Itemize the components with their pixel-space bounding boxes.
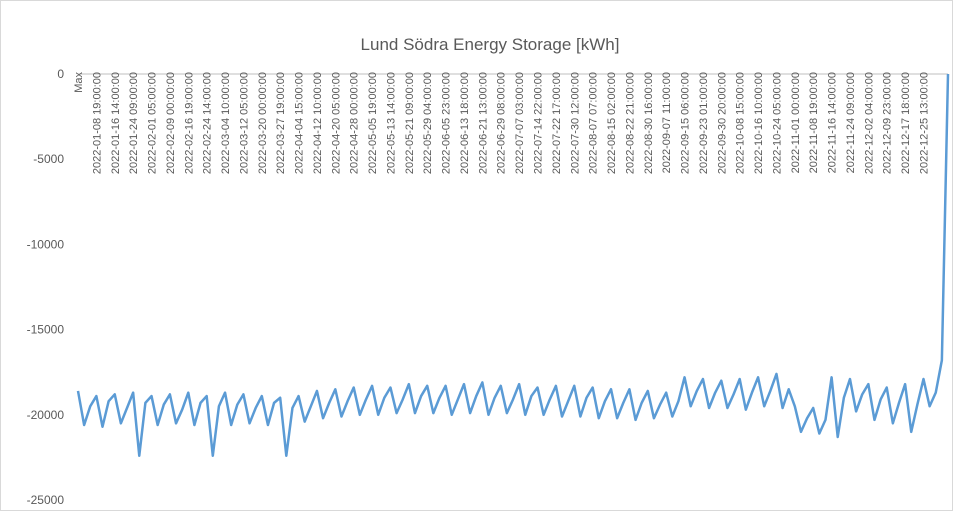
x-tick-label: 2022-02-01 05:00:00 bbox=[147, 72, 159, 174]
x-tick-label: 2022-11-01 00:00:00 bbox=[790, 72, 802, 173]
x-tick-label: 2022-10-24 05:00:00 bbox=[771, 72, 783, 174]
x-tick-label: 2022-05-05 19:00:00 bbox=[367, 72, 379, 174]
x-tick-label: 2022-10-08 15:00:00 bbox=[735, 72, 747, 174]
x-tick-label: 2022-03-20 00:00:00 bbox=[257, 72, 269, 174]
x-tick-label: 2022-05-13 14:00:00 bbox=[385, 72, 397, 174]
x-tick-label: 2022-04-12 10:00:00 bbox=[312, 72, 324, 174]
x-tick-label: 2022-07-22 17:00:00 bbox=[551, 72, 563, 174]
x-tick-label: 2022-07-14 22:00:00 bbox=[533, 72, 545, 174]
y-tick-label: -25000 bbox=[27, 493, 65, 507]
x-tick-label: 2022-04-28 00:00:00 bbox=[349, 72, 361, 174]
x-tick-label: 2022-07-07 03:00:00 bbox=[514, 72, 526, 174]
y-tick-label: -20000 bbox=[27, 408, 65, 422]
x-tick-label: 2022-02-16 19:00:00 bbox=[183, 72, 195, 174]
x-tick-label: 2022-03-12 05:00:00 bbox=[238, 72, 250, 174]
x-tick-label: 2022-09-15 06:00:00 bbox=[680, 72, 692, 174]
x-tick-label: 2022-12-17 18:00:00 bbox=[900, 72, 912, 174]
x-tick-label: 2022-11-24 09:00:00 bbox=[845, 72, 857, 173]
x-tick-label: 2022-05-29 04:00:00 bbox=[422, 72, 434, 174]
x-tick-label: 2022-12-25 13:00:00 bbox=[918, 72, 930, 174]
x-tick-label: 2022-06-13 18:00:00 bbox=[459, 72, 471, 174]
x-tick-label: 2022-08-07 07:00:00 bbox=[588, 72, 600, 174]
x-tick-label: 2022-08-15 02:00:00 bbox=[606, 72, 618, 174]
y-tick-label: -15000 bbox=[27, 323, 65, 337]
x-tick-label: 2022-06-29 08:00:00 bbox=[496, 72, 508, 174]
x-tick-label: 2022-03-27 19:00:00 bbox=[275, 72, 287, 174]
x-tick-label: 2022-01-16 14:00:00 bbox=[110, 72, 122, 174]
x-tick-label: 2022-04-04 15:00:00 bbox=[294, 72, 306, 174]
x-tick-label: 2022-08-22 21:00:00 bbox=[624, 72, 636, 174]
y-tick-label: -10000 bbox=[27, 237, 65, 251]
x-tick-label: 2022-09-07 11:00:00 bbox=[661, 72, 673, 173]
x-tick-label: 2022-07-30 12:00:00 bbox=[569, 72, 581, 174]
chart-title: Lund Södra Energy Storage [kWh] bbox=[361, 35, 620, 54]
x-tick-label: 2022-09-30 20:00:00 bbox=[716, 72, 728, 174]
x-tick-label: 2022-08-30 16:00:00 bbox=[643, 72, 655, 174]
x-tick-label: 2022-01-24 09:00:00 bbox=[128, 72, 140, 174]
x-tick-label: 2022-06-21 13:00:00 bbox=[477, 72, 489, 174]
x-tick-label: 2022-03-04 10:00:00 bbox=[220, 72, 232, 174]
x-tick-label: 2022-12-02 04:00:00 bbox=[863, 72, 875, 174]
x-tick-label: 2022-05-21 09:00:00 bbox=[404, 72, 416, 174]
x-tick-label: Max bbox=[73, 72, 85, 93]
y-tick-label: 0 bbox=[57, 67, 64, 81]
x-tick-label: 2022-10-16 10:00:00 bbox=[753, 72, 765, 174]
x-tick-label: 2022-04-20 05:00:00 bbox=[330, 72, 342, 174]
y-tick-label: -5000 bbox=[33, 152, 64, 166]
x-tick-label: 2022-02-09 00:00:00 bbox=[165, 72, 177, 174]
data-line bbox=[76, 73, 950, 457]
x-tick-label: 2022-11-08 19:00:00 bbox=[808, 72, 820, 173]
x-tick-label: 2022-02-24 14:00:00 bbox=[202, 72, 214, 174]
x-tick-label: 2022-01-08 19:00:00 bbox=[91, 72, 103, 174]
x-tick-label: 2022-11-16 14:00:00 bbox=[827, 72, 839, 173]
x-tick-label: 2022-06-05 23:00:00 bbox=[441, 72, 453, 174]
x-tick-label: 2022-12-09 23:00:00 bbox=[882, 72, 894, 174]
x-tick-label: 2022-09-23 01:00:00 bbox=[698, 72, 710, 174]
